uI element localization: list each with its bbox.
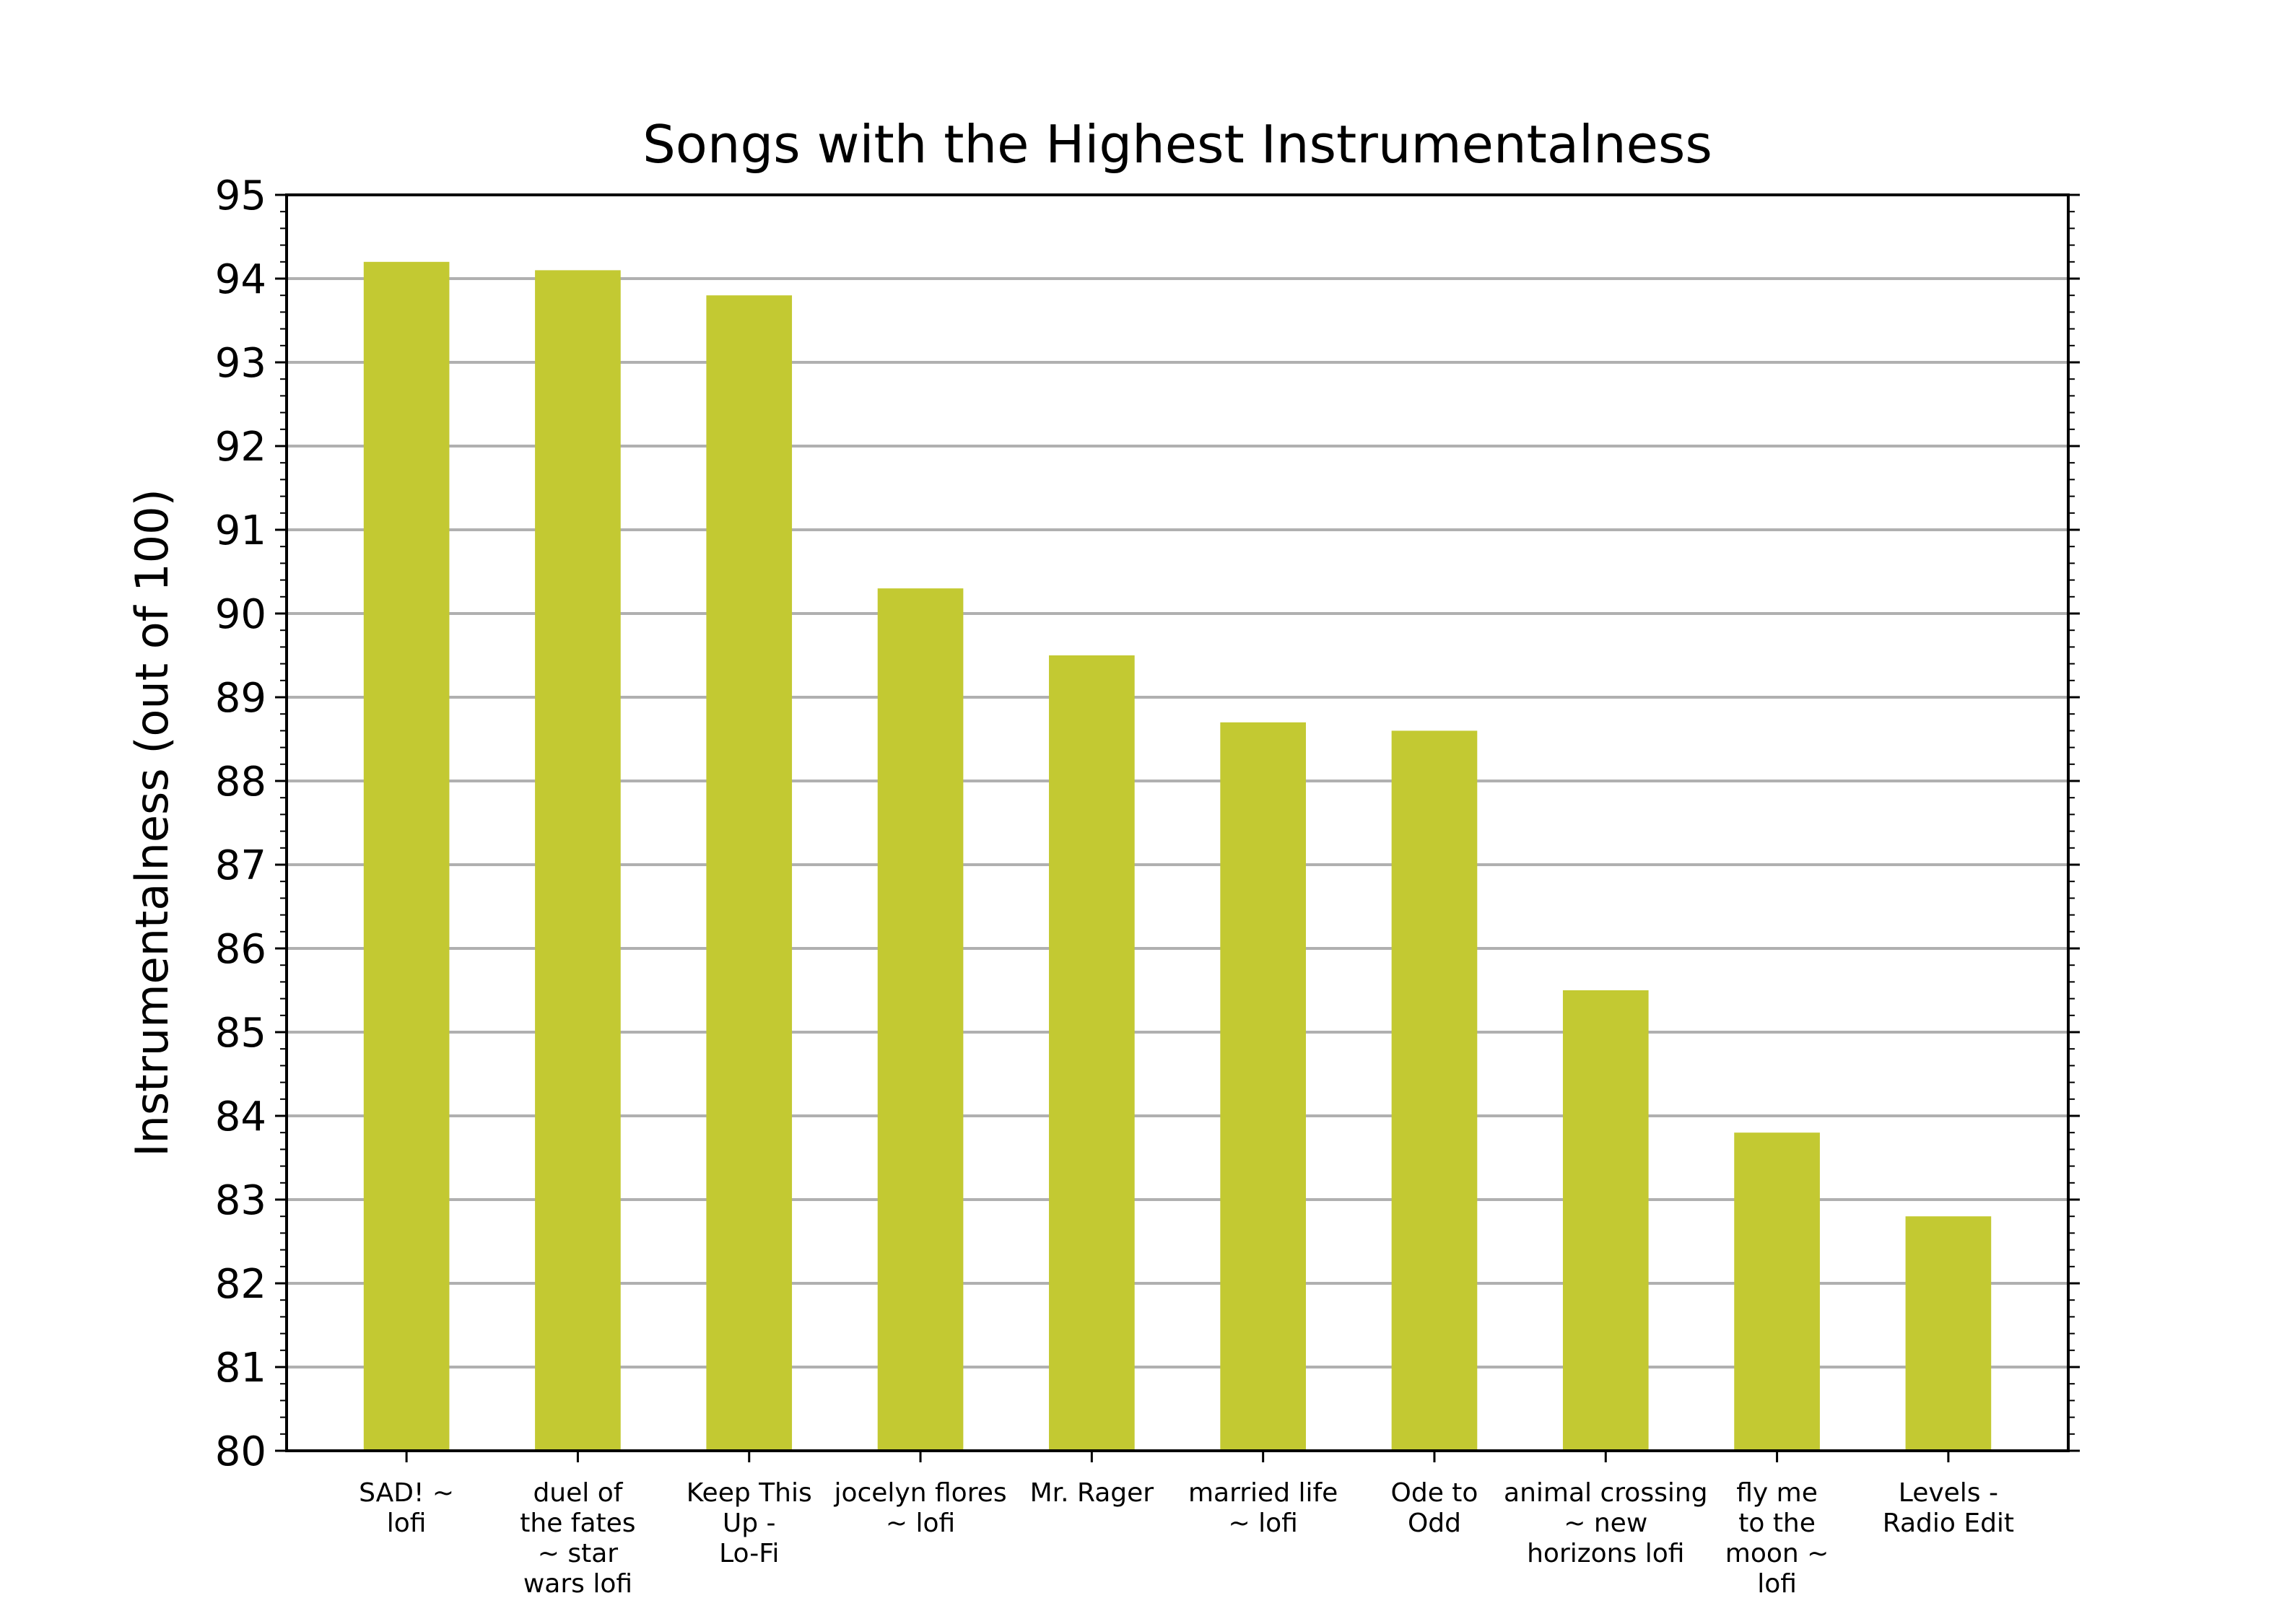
x-tick-label: horizons lofi: [1527, 1539, 1684, 1568]
chart-title: Songs with the Highest Instrumentalness: [642, 114, 1712, 175]
bar: [1049, 655, 1135, 1451]
y-tick-label: 80: [215, 1428, 266, 1475]
x-tick-label: animal crossing: [1504, 1478, 1707, 1508]
x-tick-label: lofi: [1757, 1569, 1797, 1599]
axis-ticks: [275, 193, 2080, 1462]
bar: [363, 261, 450, 1451]
y-tick-label: 83: [215, 1177, 266, 1224]
x-tick-label: lofi: [387, 1509, 427, 1538]
y-tick-label: 82: [215, 1261, 266, 1308]
x-tick-label: ~ lofi: [886, 1509, 955, 1538]
y-tick-label: 87: [215, 842, 266, 889]
y-tick-label: 95: [215, 173, 266, 219]
x-tick-label: SAD! ~: [359, 1478, 454, 1508]
bars: [363, 261, 1992, 1451]
x-tick-label: Up -: [723, 1509, 776, 1538]
y-tick-label: 85: [215, 1010, 266, 1057]
x-tick-label: ~ lofi: [1228, 1509, 1297, 1538]
x-tick-label: Lo-Fi: [719, 1539, 779, 1568]
y-tick-label: 84: [215, 1093, 266, 1140]
bar: [1905, 1216, 1992, 1451]
y-tick-label: 92: [215, 424, 266, 471]
y-axis-label: Instrumentalness (out of 100): [126, 489, 178, 1157]
y-tick-label: 90: [215, 591, 266, 638]
bar: [877, 588, 964, 1451]
plot-frame: [285, 193, 2070, 1452]
x-tick-label: Odd: [1408, 1509, 1461, 1538]
x-tick-label: Ode to: [1391, 1478, 1478, 1508]
bar: [1734, 1132, 1820, 1451]
x-tick-label: moon ~: [1725, 1539, 1829, 1568]
bar: [1562, 990, 1649, 1451]
x-tick-label: Mr. Rager: [1030, 1478, 1154, 1508]
y-tick-label: 94: [215, 256, 266, 303]
y-tick-label: 88: [215, 759, 266, 806]
x-tick-label: Radio Edit: [1883, 1509, 2014, 1538]
bar: [706, 295, 793, 1451]
x-tick-label: to the: [1738, 1509, 1816, 1538]
bar: [1220, 722, 1306, 1451]
y-tick-label: 81: [215, 1345, 266, 1392]
x-tick-label: Keep This: [687, 1478, 812, 1508]
x-tick-label: married life: [1188, 1478, 1338, 1508]
x-tick-label: fly me: [1736, 1478, 1818, 1508]
bar: [535, 270, 621, 1451]
x-tick-label: the fates: [520, 1509, 635, 1538]
bar: [1391, 730, 1478, 1451]
y-tick-label: 89: [215, 675, 266, 722]
x-tick-label: ~ new: [1564, 1509, 1647, 1538]
y-tick-label: 86: [215, 926, 266, 973]
x-tick-label: jocelyn flores: [833, 1478, 1006, 1508]
axes: [285, 193, 2070, 1452]
x-tick-label: ~ star: [538, 1539, 619, 1568]
x-tick-label: duel of: [533, 1478, 623, 1508]
y-tick-label: 91: [215, 507, 266, 554]
x-tick-label: wars lofi: [523, 1569, 632, 1599]
x-tick-label: Levels -: [1899, 1478, 1998, 1508]
y-tick-label: 93: [215, 340, 266, 387]
